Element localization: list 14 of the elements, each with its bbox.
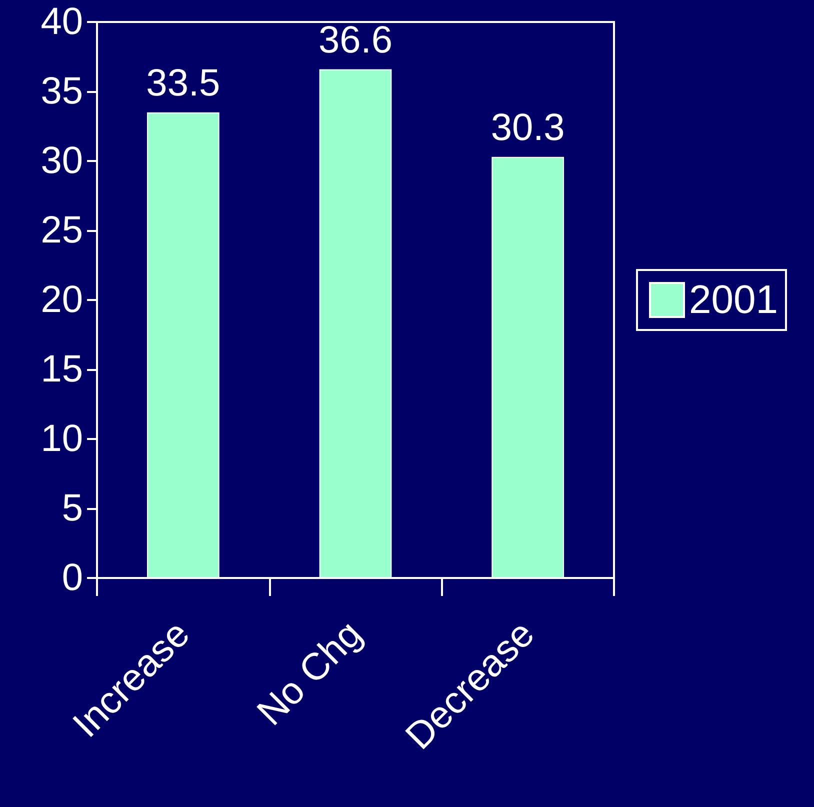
x-tick-label: No Chg xyxy=(250,613,370,734)
y-tick-label: 15 xyxy=(40,348,83,390)
data-label: 36.6 xyxy=(318,19,392,62)
y-tick-label: 40 xyxy=(40,1,83,43)
y-tick-label: 20 xyxy=(40,279,83,321)
data-label: 33.5 xyxy=(146,62,220,104)
y-tick-label: 10 xyxy=(40,418,83,460)
data-label: 30.3 xyxy=(490,106,565,149)
legend-label: 2001 xyxy=(689,278,778,322)
y-tick-label: 30 xyxy=(40,140,83,182)
y-tick-label: 0 xyxy=(62,557,83,599)
y-tick-label: 5 xyxy=(62,488,83,530)
y-tick-label: 35 xyxy=(40,70,83,112)
y-tick-label: 25 xyxy=(40,210,83,252)
